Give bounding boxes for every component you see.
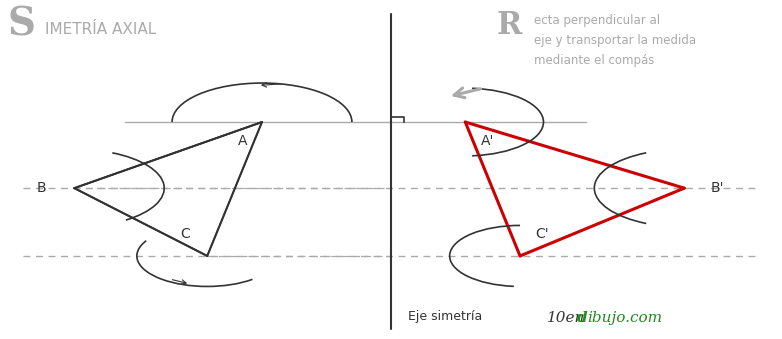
Text: ecta perpendicular al
eje y transportar la medida
mediante el compás: ecta perpendicular al eje y transportar …	[534, 14, 696, 66]
Text: R: R	[497, 10, 522, 41]
Text: B: B	[37, 181, 46, 195]
Text: A: A	[238, 134, 247, 148]
Text: 10en: 10en	[547, 312, 586, 325]
Text: S: S	[8, 5, 36, 43]
Text: d: d	[577, 312, 588, 325]
Text: C': C'	[535, 227, 549, 241]
Text: A': A'	[480, 134, 494, 148]
Text: B': B'	[710, 181, 724, 195]
Text: C: C	[181, 227, 190, 241]
Text: ibujo.com: ibujo.com	[587, 312, 662, 325]
Text: Eje simetría: Eje simetría	[408, 311, 482, 323]
Text: IMETRÍA AXIAL: IMETRÍA AXIAL	[45, 22, 156, 37]
